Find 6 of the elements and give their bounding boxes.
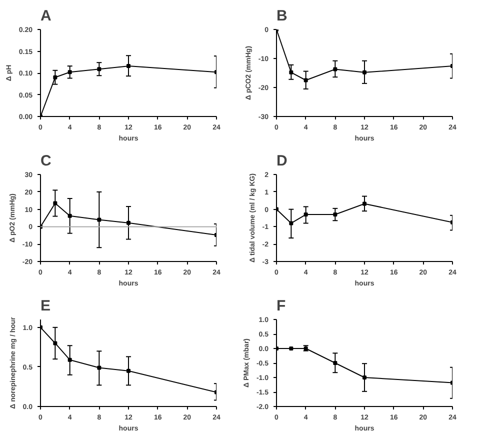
chart-title: E	[40, 298, 51, 314]
chart-title: A	[40, 8, 52, 24]
chart-title: C	[40, 152, 52, 170]
chart-title: D	[276, 152, 288, 170]
chart-title: B	[276, 8, 288, 24]
chart-title: F	[276, 298, 286, 314]
